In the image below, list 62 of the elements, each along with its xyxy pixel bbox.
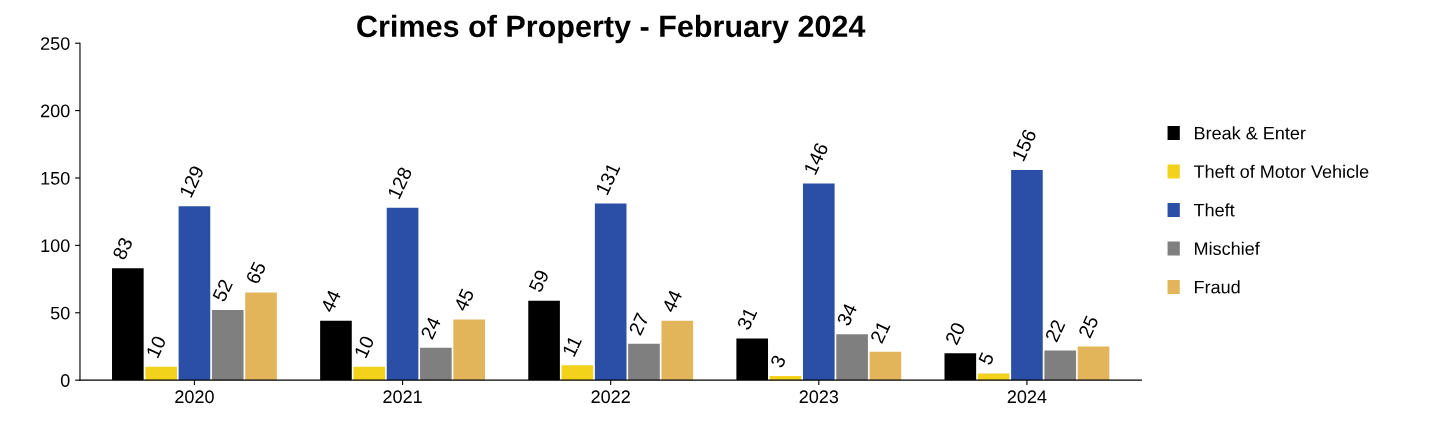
y-tick-label: 100	[41, 239, 70, 253]
data-label: 5	[978, 351, 995, 366]
data-label: 156	[1011, 128, 1037, 162]
data-label: 52	[212, 278, 233, 303]
data-label: 20	[944, 321, 966, 346]
legend-label: Break & Enter	[1195, 126, 1306, 140]
x-tick-label: 2022	[591, 390, 630, 404]
bar	[836, 334, 868, 381]
bar	[1077, 346, 1110, 381]
bar	[628, 343, 660, 381]
data-label: 129	[179, 164, 205, 198]
bar	[1011, 169, 1043, 381]
data-label: 31	[736, 306, 758, 331]
data-label: 21	[869, 320, 891, 344]
bar	[420, 347, 452, 381]
data-label: 11	[562, 335, 582, 357]
y-tick-label: 50	[50, 306, 70, 320]
data-label: 59	[528, 269, 550, 293]
bar	[594, 203, 627, 381]
data-label: 83	[112, 236, 134, 261]
bar	[245, 292, 277, 381]
data-label: 25	[1077, 314, 1099, 339]
bar	[977, 373, 1010, 381]
chart-title: Crimes of Property - February 2024	[357, 14, 866, 44]
y-tick-label: 0	[60, 374, 70, 387]
x-tick-label: 2024	[1007, 390, 1047, 404]
y-tick-label: 200	[41, 104, 70, 118]
legend-label: Theft of Motor Vehicle	[1193, 164, 1369, 179]
data-label: 146	[803, 141, 829, 176]
bar	[869, 351, 902, 381]
data-label: 22	[1044, 318, 1066, 343]
legend-label: Mischief	[1195, 241, 1260, 256]
bar	[661, 320, 694, 381]
data-label: 27	[628, 312, 650, 336]
bar	[802, 183, 835, 381]
data-label: 128	[387, 166, 413, 200]
data-label: 3	[769, 354, 787, 369]
bar	[353, 366, 386, 381]
y-tick-label: 150	[41, 171, 70, 185]
data-label: 10	[145, 334, 167, 359]
bar	[453, 319, 485, 381]
data-label: 44	[661, 289, 683, 314]
x-tick-label: 2023	[799, 390, 839, 404]
data-label: 131	[595, 162, 621, 196]
bar	[211, 310, 244, 381]
data-label: 10	[353, 334, 375, 359]
data-label: 34	[836, 302, 858, 327]
legend-label: Theft	[1193, 203, 1235, 217]
bar	[769, 376, 802, 381]
data-label: 44	[320, 289, 342, 314]
y-tick-label: 250	[41, 37, 70, 50]
data-label: 65	[245, 260, 267, 285]
legend-label: Fraud	[1195, 280, 1240, 294]
x-tick-label: 2020	[175, 390, 214, 404]
bar	[386, 207, 419, 381]
bar	[561, 365, 594, 381]
data-label: 24	[420, 315, 442, 340]
data-label: 45	[453, 287, 475, 313]
bar	[178, 206, 211, 381]
x-tick-label: 2021	[383, 390, 422, 404]
bar	[145, 366, 177, 381]
bar	[1044, 350, 1077, 381]
